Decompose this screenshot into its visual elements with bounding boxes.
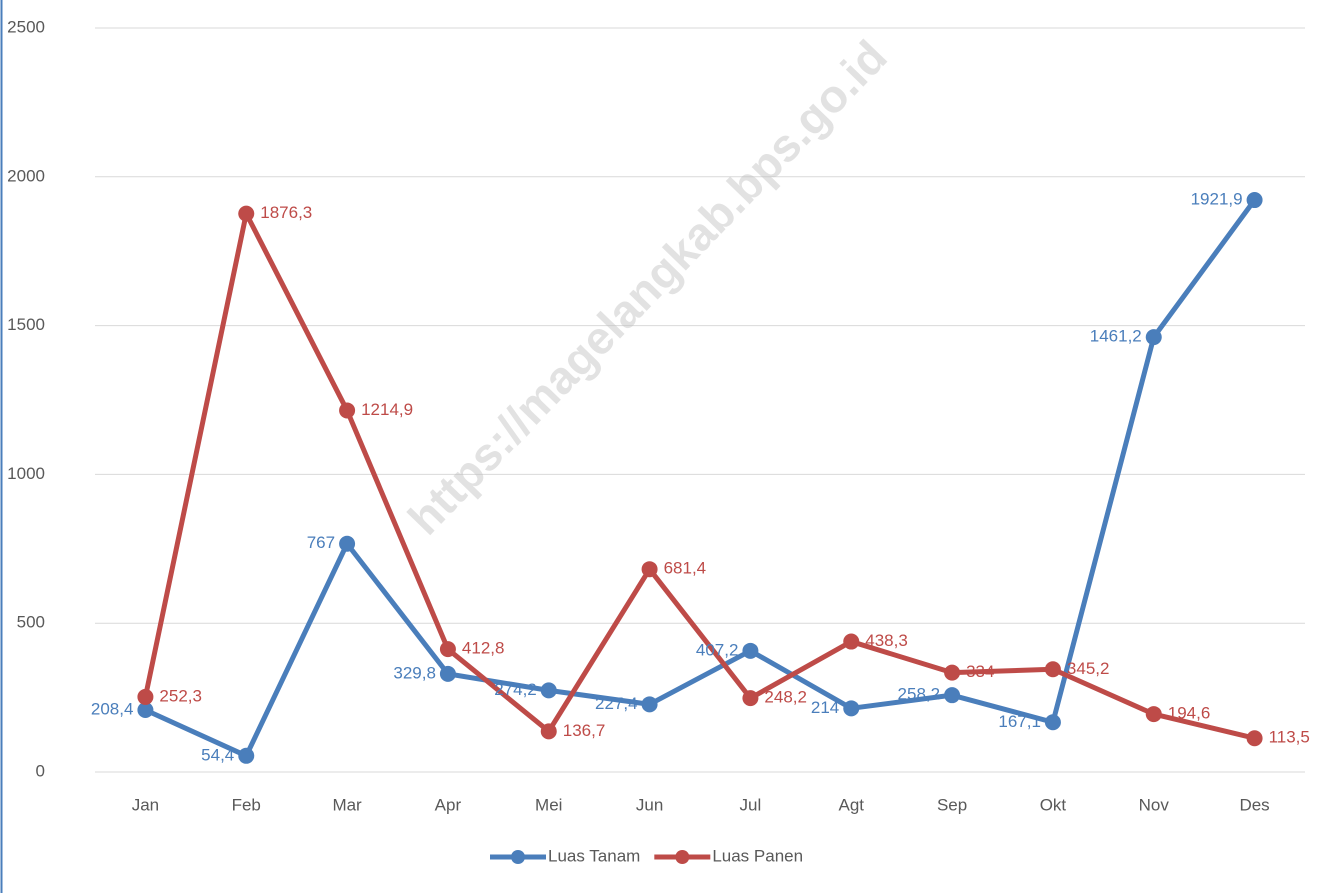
data-label: 54,4 [201,745,234,764]
point [1044,661,1061,678]
x-tick-label: Sep [937,795,967,814]
y-tick-label: 2500 [7,17,45,36]
data-label: 252,3 [159,686,202,705]
legend-label: Luas Panen [712,846,803,865]
data-label: 334 [966,662,994,681]
data-label: 248,2 [764,688,807,707]
point [238,747,255,764]
data-label: 194,6 [1168,704,1211,723]
legend-marker [511,850,525,864]
data-label: 113,5 [1269,728,1310,747]
data-label: 274,2 [494,680,537,699]
point [238,205,255,222]
x-tick-label: Okt [1040,795,1067,814]
point [742,642,759,659]
point [439,665,456,682]
watermark: https://magelangkab.bps.go.id [398,30,897,544]
data-label: 438,3 [865,631,908,650]
data-label: 136,7 [563,721,606,740]
data-label: 167,1 [998,712,1041,731]
data-label: 767 [307,533,335,552]
point [843,700,860,717]
y-tick-label: 1500 [7,315,45,334]
y-tick-label: 0 [36,761,45,780]
y-tick-label: 1000 [7,464,45,483]
point [137,701,154,718]
legend-label: Luas Tanam [548,846,640,865]
point [944,664,961,681]
x-tick-label: Mar [332,795,362,814]
plot-area: 0 500 1000 1500 2000 2500 Jan Feb Mar Apr Mei Jun Ju… [7,17,1310,814]
y-tick-label: 500 [17,613,45,632]
data-label: 407,2 [696,640,739,659]
x-tick-label: Feb [232,795,261,814]
point [1145,329,1162,346]
point [1145,706,1162,723]
data-label: 258,2 [898,685,941,704]
x-tick-label: Jan [132,795,159,814]
point [1044,714,1061,731]
point [339,402,356,419]
legend-marker [675,850,690,864]
point [843,633,860,650]
x-tick-label: Apr [435,795,462,814]
data-label: 329,8 [393,663,436,682]
point [137,688,154,705]
point [641,696,658,713]
data-label: 1921,9 [1191,190,1243,209]
data-label: 1461,2 [1090,327,1142,346]
point [339,535,356,552]
point [1246,730,1263,747]
point [540,682,557,699]
point [944,687,961,704]
y-tick-label: 2000 [7,166,45,185]
data-label: 681,4 [664,559,707,578]
x-tick-label: Mei [535,795,562,814]
data-label: 214 [811,698,839,717]
data-label: 227,4 [595,694,638,713]
legend: Luas Tanam Luas Panen [490,846,803,865]
point [641,561,658,578]
series-line [142,211,1256,741]
data-label: 1876,3 [260,203,312,222]
data-label: 412,8 [462,639,505,658]
x-tick-label: Agt [838,795,864,814]
data-label: 208,4 [91,699,134,718]
series-line [144,198,1257,759]
data-label: 345,2 [1067,659,1110,678]
point [439,641,456,658]
x-tick-label: Nov [1139,795,1170,814]
data-label: 1214,9 [361,400,413,419]
point [540,723,557,740]
x-tick-label: Jul [740,795,762,814]
x-tick-label: Des [1239,795,1269,814]
x-tick-label: Jun [636,795,663,814]
point [1246,192,1263,209]
point [742,690,759,707]
